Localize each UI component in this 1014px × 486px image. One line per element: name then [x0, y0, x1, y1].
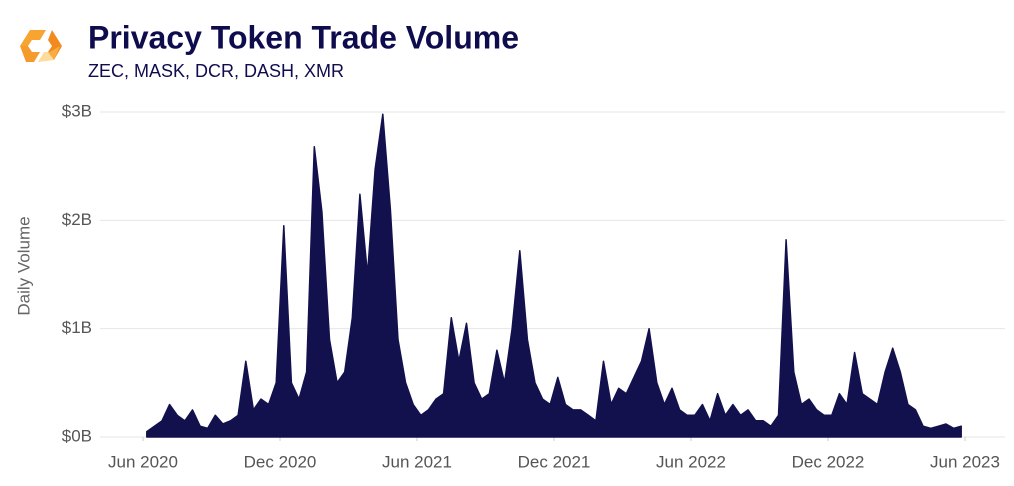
x-tick-label: Dec 2021	[518, 452, 591, 471]
area	[146, 113, 962, 438]
chart-subtitle: ZEC, MASK, DCR, DASH, XMR	[88, 61, 344, 81]
y-tick-label: $1B	[62, 318, 92, 337]
logo	[20, 30, 62, 62]
y-tick-label: $0B	[62, 426, 92, 445]
x-tick-label: Dec 2022	[792, 452, 865, 471]
x-tick-label: Jun 2022	[656, 452, 726, 471]
x-tick-label: Jun 2020	[108, 452, 178, 471]
x-tick-label: Jun 2023	[930, 452, 1000, 471]
y-tick-label: $3B	[62, 101, 92, 120]
x-tick-label: Dec 2020	[244, 452, 317, 471]
chart-title: Privacy Token Trade Volume	[88, 19, 519, 55]
x-tick-label: Jun 2021	[382, 452, 452, 471]
y-tick-label: $2B	[62, 210, 92, 229]
y-axis-label: Daily Volume	[14, 216, 33, 315]
